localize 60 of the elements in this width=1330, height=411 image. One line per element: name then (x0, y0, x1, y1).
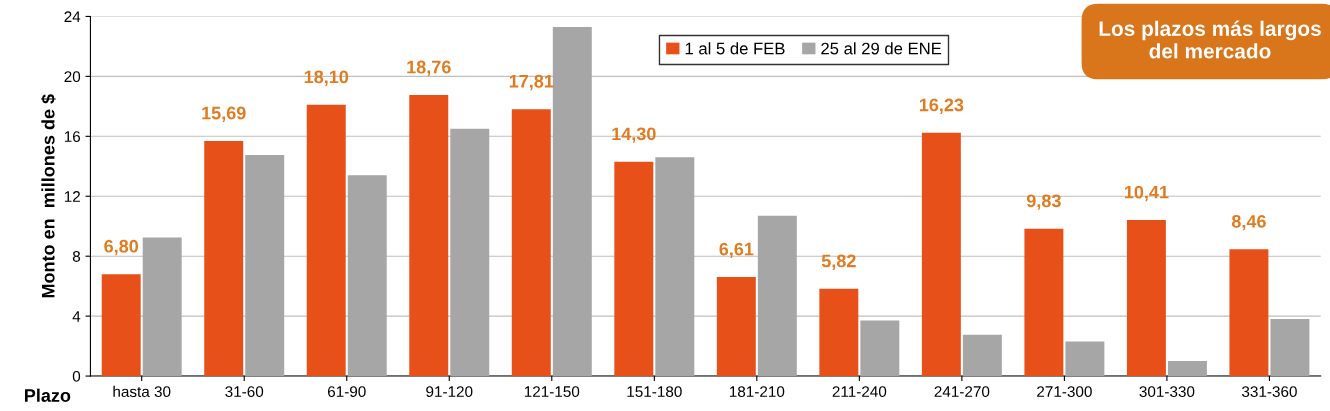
x-tick-label: 61-90 (327, 386, 366, 398)
data-label: 14,30 (612, 127, 656, 143)
legend-label: 1 al 5 de FEB (685, 42, 785, 55)
x-tick-label: 91-120 (426, 386, 473, 398)
data-label: 6,80 (104, 239, 139, 256)
bar (962, 334, 1002, 377)
bar (1229, 249, 1269, 377)
bar (142, 237, 182, 377)
bar (306, 104, 346, 377)
bar (757, 215, 797, 377)
x-tick-label: 181-210 (729, 386, 785, 398)
bar (614, 161, 654, 377)
x-tick-label: 121-150 (524, 386, 580, 398)
data-label: 6,61 (719, 242, 754, 259)
bar (860, 320, 900, 377)
y-tick-label: 24 (64, 11, 81, 22)
bar (1065, 341, 1105, 377)
bar (716, 277, 756, 377)
bar (511, 109, 551, 377)
y-axis-title: Monto en millones de $ (41, 94, 56, 298)
legend-label: 25 al 29 de ENE (821, 42, 942, 55)
y-tick-label: 4 (72, 311, 81, 322)
x-tick-label: 151-180 (627, 386, 682, 398)
y-tick-label: 16 (64, 131, 81, 142)
data-label: 5,82 (821, 254, 856, 270)
x-tick-label: 31-60 (225, 386, 264, 398)
y-tick-label: 8 (72, 251, 81, 262)
bar (101, 274, 141, 377)
bar (1126, 220, 1166, 377)
bar (409, 94, 449, 377)
x-tick-label: hasta 30 (113, 385, 171, 398)
data-label: 10,41 (1124, 185, 1169, 202)
x-axis-title: Plazo (25, 388, 71, 402)
x-tick-label: 211-240 (832, 386, 887, 398)
bar (245, 155, 285, 377)
y-tick-label: 20 (64, 71, 81, 83)
bar (450, 128, 490, 377)
bar (347, 175, 387, 377)
x-tick-label: 241-270 (934, 386, 990, 398)
x-tick-label: 301-330 (1139, 386, 1195, 398)
bar (552, 26, 592, 377)
data-label: 18,10 (304, 70, 349, 86)
data-label: 9,83 (1026, 194, 1061, 210)
bar (819, 288, 859, 377)
y-tick-label: 12 (64, 191, 80, 202)
bar (1167, 361, 1207, 377)
bar (204, 140, 244, 377)
x-tick-label: 331-360 (1241, 386, 1297, 398)
bar (655, 157, 695, 377)
data-label: 8,46 (1231, 214, 1266, 231)
data-label: 16,23 (919, 98, 964, 114)
bar (1024, 228, 1064, 377)
data-label: 18,76 (407, 60, 451, 77)
annotation: Los plazos más largos del mercado (1099, 20, 1321, 59)
bar (1270, 319, 1310, 377)
x-tick-label: 271-300 (1037, 386, 1092, 398)
data-label: 15,69 (202, 106, 246, 123)
bar (921, 132, 961, 377)
y-tick-label: 0 (72, 370, 81, 382)
data-label: 17,81 (509, 74, 554, 91)
